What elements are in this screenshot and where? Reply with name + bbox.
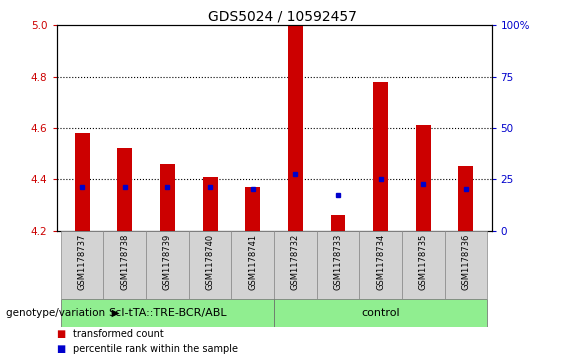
Text: GSM1178735: GSM1178735 xyxy=(419,234,428,290)
Text: ■: ■ xyxy=(56,329,66,339)
Text: percentile rank within the sample: percentile rank within the sample xyxy=(73,344,238,354)
Bar xyxy=(245,187,260,231)
Text: transformed count: transformed count xyxy=(73,329,164,339)
Text: GSM1178739: GSM1178739 xyxy=(163,234,172,290)
Bar xyxy=(61,231,103,299)
Text: GSM1178736: GSM1178736 xyxy=(462,234,471,290)
Text: GSM1178732: GSM1178732 xyxy=(291,234,300,290)
Text: control: control xyxy=(362,308,400,318)
Bar xyxy=(359,231,402,299)
Bar xyxy=(232,231,274,299)
Bar xyxy=(61,299,274,327)
Text: GSM1178733: GSM1178733 xyxy=(333,234,342,290)
Bar xyxy=(402,231,445,299)
Text: GSM1178737: GSM1178737 xyxy=(77,234,86,290)
Bar xyxy=(288,25,303,231)
Bar xyxy=(118,148,132,231)
Bar xyxy=(416,125,431,231)
Bar xyxy=(160,164,175,231)
Bar xyxy=(274,299,487,327)
Bar xyxy=(445,231,487,299)
Bar xyxy=(458,166,473,231)
Text: genotype/variation  ▶: genotype/variation ▶ xyxy=(6,308,119,318)
Bar xyxy=(373,82,388,231)
Text: GSM1178740: GSM1178740 xyxy=(206,234,215,290)
Bar xyxy=(274,231,316,299)
Bar xyxy=(75,133,90,231)
Bar xyxy=(189,231,232,299)
Text: GSM1178734: GSM1178734 xyxy=(376,234,385,290)
Bar xyxy=(103,231,146,299)
Text: GDS5024 / 10592457: GDS5024 / 10592457 xyxy=(208,9,357,23)
Text: ■: ■ xyxy=(56,344,66,354)
Bar xyxy=(146,231,189,299)
Bar xyxy=(331,215,345,231)
Text: GSM1178738: GSM1178738 xyxy=(120,234,129,290)
Text: GSM1178741: GSM1178741 xyxy=(248,234,257,290)
Bar xyxy=(316,231,359,299)
Text: ScI-tTA::TRE-BCR/ABL: ScI-tTA::TRE-BCR/ABL xyxy=(108,308,227,318)
Bar xyxy=(203,177,218,231)
